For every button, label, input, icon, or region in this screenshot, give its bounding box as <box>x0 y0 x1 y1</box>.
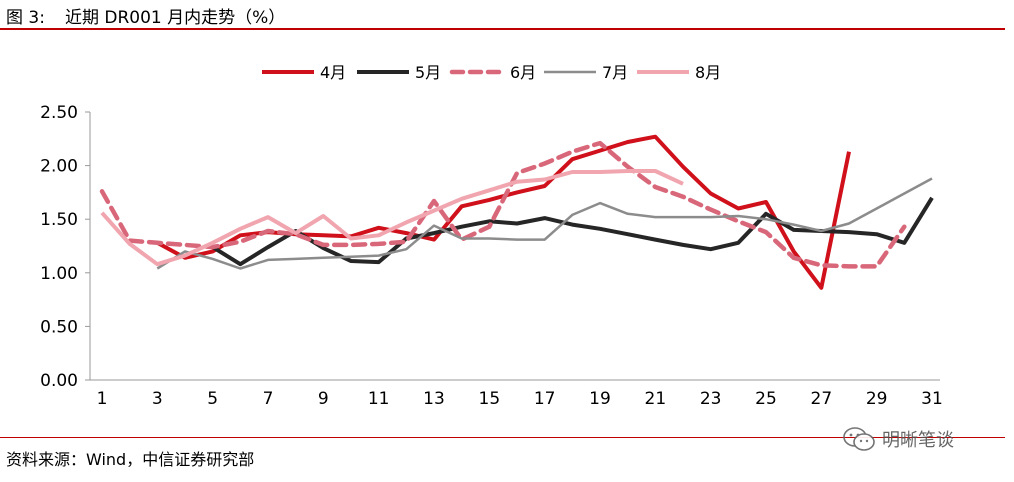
x-tick-label: 15 <box>479 389 501 409</box>
figure-title: 图 3: 近期 DR001 月内走势（%） <box>6 3 285 28</box>
y-tick-label: 2.50 <box>40 103 78 123</box>
x-tick-label: 3 <box>152 389 163 409</box>
x-tick-label: 7 <box>263 389 274 409</box>
x-tick-label: 31 <box>921 389 943 409</box>
line-chart: 4月 5月 6月 7月 8月 0.000.501.001.502.002.501 3 5 7 9… <box>40 63 943 409</box>
x-tick-label: 5 <box>207 389 218 409</box>
legend-label: 6月 <box>510 63 536 82</box>
legend-label: 5月 <box>415 63 441 82</box>
y-tick-label: 1.00 <box>40 264 78 284</box>
legend-label: 4月 <box>320 63 346 82</box>
x-tick-label: 1 <box>97 389 108 409</box>
x-tick-label: 17 <box>534 389 556 409</box>
series-line-6 <box>99 140 907 269</box>
chart-axes: 0.000.501.001.502.002.501 3 5 7 9 11 13 15 17 19 2… <box>40 103 943 409</box>
series-line-4 <box>156 134 851 290</box>
y-tick-label: 0.00 <box>40 371 78 391</box>
top-divider <box>0 28 1005 30</box>
figure-title-text: 近期 DR001 月内走势（%） <box>64 8 286 28</box>
series-line-7 <box>156 177 933 270</box>
x-tick-label: 11 <box>368 389 390 409</box>
source-note: 资料来源：Wind，中信证券研究部 <box>6 450 255 469</box>
series-line-5 <box>211 196 934 267</box>
y-tick-label: 1.50 <box>40 210 78 230</box>
x-tick-label: 29 <box>866 389 888 409</box>
bottom-divider <box>0 437 1005 438</box>
legend-label: 7月 <box>602 63 628 82</box>
chart-series <box>99 134 934 290</box>
x-tick-label: 19 <box>589 389 611 409</box>
x-tick-label: 27 <box>811 389 833 409</box>
watermark-text: 明晰笔谈 <box>882 430 954 451</box>
x-tick-label: 23 <box>700 389 722 409</box>
legend-label: 8月 <box>695 63 721 82</box>
x-tick-label: 13 <box>423 389 445 409</box>
x-tick-label: 25 <box>755 389 777 409</box>
watermark: 明晰笔谈 <box>842 426 954 452</box>
figure-number: 图 3: <box>6 8 45 28</box>
chart-legend: 4月 5月 6月 7月 8月 <box>262 63 721 82</box>
series-line-8 <box>100 169 684 267</box>
y-tick-label: 2.00 <box>40 157 78 177</box>
x-tick-label: 9 <box>318 389 329 409</box>
y-tick-label: 0.50 <box>40 317 78 337</box>
wechat-icon <box>843 427 875 451</box>
x-tick-label: 21 <box>645 389 667 409</box>
